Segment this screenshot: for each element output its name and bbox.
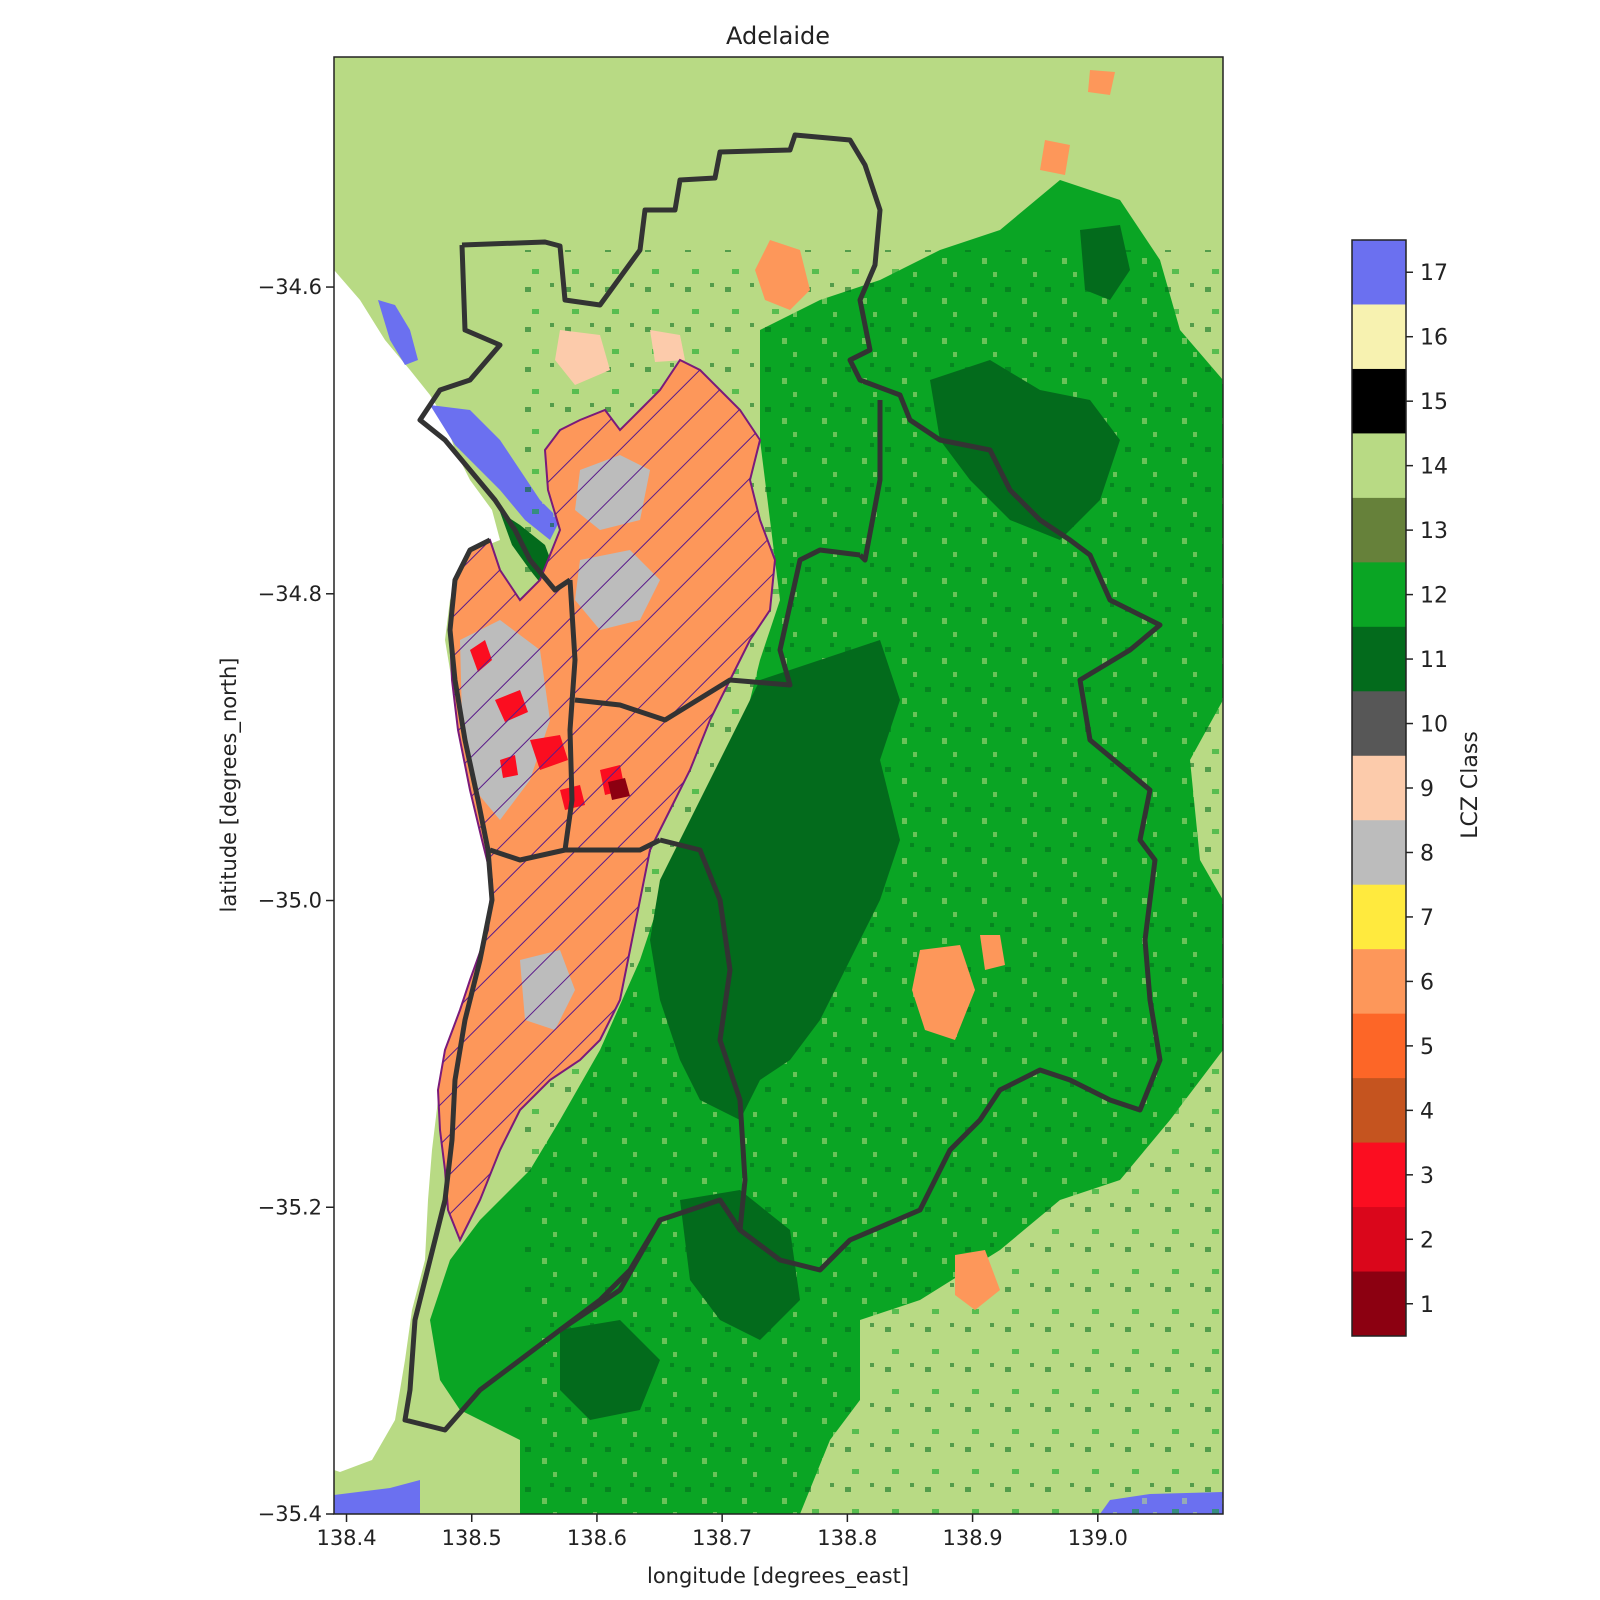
council-boundaries	[402, 132, 1163, 1433]
colorbar-swatch	[1352, 562, 1406, 628]
x-tick-label: 138.6	[567, 1526, 627, 1550]
colorbar-swatch	[1352, 433, 1406, 499]
colorbar-tick-label: 2	[1420, 1228, 1434, 1253]
colorbar-swatch	[1352, 755, 1406, 821]
sparse-built-north	[555, 330, 610, 385]
boundary-inner-2	[574, 547, 861, 723]
boundary-inner-1	[562, 579, 662, 853]
map-frame	[333, 56, 1224, 1515]
boundary-coast-north	[417, 244, 572, 593]
colorbar-tick-label: 17	[1420, 261, 1448, 286]
boundary-inner-5	[858, 400, 883, 563]
colorbar-swatch	[1352, 1078, 1406, 1144]
low-rise-ne	[1040, 140, 1070, 175]
urban-area-hatch	[438, 360, 775, 1240]
boundary-inner-6	[558, 1218, 663, 1333]
colorbar-tick-label: 11	[1420, 648, 1448, 673]
colorbar-label: LCZ Class	[1458, 731, 1483, 839]
y-tick-label: −35.0	[258, 889, 322, 913]
colorbar-swatch	[1352, 240, 1406, 305]
colorbar-swatch	[1352, 368, 1406, 434]
colorbar-tick-label: 14	[1420, 455, 1448, 480]
colorbar-tick-label: 9	[1420, 777, 1434, 802]
x-axis-label: longitude [degrees_east]	[647, 1564, 909, 1589]
low-rise-hills	[912, 945, 975, 1040]
colorbar-tick-label: 10	[1420, 713, 1448, 738]
low-rise-north	[755, 240, 810, 310]
colorbar-tick-label: 16	[1420, 326, 1448, 351]
lcz-colorbar: 17 16 15 14 13 12 11 10 9 8 7 6 5 4 3 2 1	[1351, 239, 1448, 1337]
colorbar-tick-label: 6	[1420, 970, 1434, 995]
x-tick-label: 139.0	[1068, 1526, 1128, 1550]
colorbar-swatch	[1352, 1271, 1406, 1337]
water-north	[378, 300, 418, 365]
y-axis-label: latitude [degrees_north]	[217, 658, 242, 913]
dense-trees-southwest	[560, 1320, 660, 1420]
dense-trees-northeast	[930, 360, 1120, 540]
boundary-inner-4	[659, 837, 748, 1231]
y-tick-label: −34.6	[258, 275, 322, 299]
colorbar-swatch	[1352, 820, 1406, 886]
y-tick-label: −34.8	[258, 582, 322, 606]
colorbar-swatch	[1352, 884, 1406, 950]
colorbar-tick-label: 1	[1420, 1293, 1434, 1318]
colorbar-swatch	[1352, 304, 1406, 370]
map-panel	[333, 56, 1224, 1515]
colorbar-tick-label: 12	[1420, 584, 1448, 609]
colorbar-swatch	[1352, 626, 1406, 692]
water-southwest	[334, 1480, 420, 1514]
map-title: Adelaide	[726, 22, 830, 50]
colorbar-tick-label: 15	[1420, 390, 1448, 415]
colorbar-swatch	[1352, 1142, 1406, 1208]
boundary-north	[402, 132, 1163, 1433]
x-tick-label: 138.4	[316, 1526, 376, 1550]
low-rise-east	[980, 935, 1005, 970]
colorbar-swatch	[1352, 949, 1406, 1015]
colorbar-swatch	[1352, 1013, 1406, 1079]
low-rise-south	[955, 1250, 1000, 1310]
colorbar-frame	[1351, 239, 1407, 1337]
colorbar-tick-label: 5	[1420, 1035, 1434, 1060]
low-rise-ne2	[1088, 70, 1115, 95]
boundary-inner-3	[489, 847, 566, 863]
colorbar-tick-label: 8	[1420, 841, 1434, 866]
x-axis-ticks: 138.4 138.5 138.6 138.7 138.8 138.9 139.0	[316, 1514, 1128, 1550]
x-tick-label: 138.5	[442, 1526, 502, 1550]
dense-trees-south	[680, 1190, 800, 1340]
x-tick-label: 138.9	[943, 1526, 1003, 1550]
dense-trees-hills	[650, 640, 900, 1120]
colorbar-swatch	[1352, 691, 1406, 757]
colorbar-tick-label: 7	[1420, 906, 1434, 931]
colorbar-tick-label: 3	[1420, 1164, 1434, 1189]
colorbar-tick-label: 13	[1420, 519, 1448, 544]
y-axis-ticks: −34.6 −34.8 −35.0 −35.2 −35.4	[258, 275, 334, 1526]
dense-trees-north	[1080, 225, 1130, 300]
colorbar-swatch	[1352, 497, 1406, 563]
y-tick-label: −35.2	[258, 1195, 322, 1219]
y-tick-label: −35.4	[258, 1502, 322, 1526]
colorbar-swatch	[1352, 1207, 1406, 1273]
colorbar-tick-label: 4	[1420, 1099, 1434, 1124]
x-tick-label: 138.8	[817, 1526, 877, 1550]
sparse-built-north2	[650, 330, 685, 362]
x-tick-label: 138.7	[692, 1526, 752, 1550]
